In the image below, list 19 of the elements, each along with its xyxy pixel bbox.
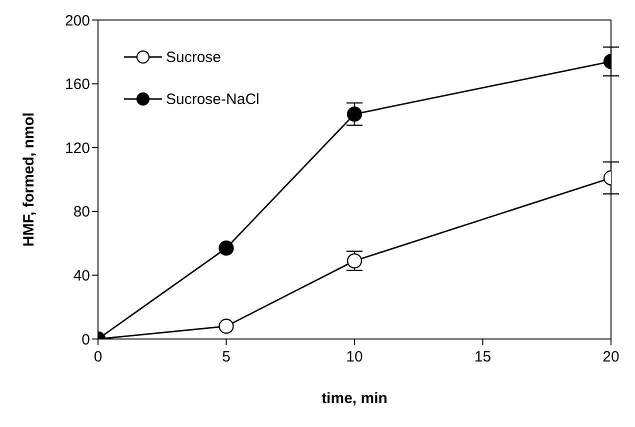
x-tick-label: 0 xyxy=(94,348,102,366)
y-tick-label: 40 xyxy=(73,268,90,285)
point xyxy=(218,318,234,334)
point xyxy=(346,106,362,122)
legend-label: Sucrose-NaCl xyxy=(166,90,260,108)
x-tick-label: 20 xyxy=(602,348,620,366)
x-tick-label: 15 xyxy=(474,348,492,366)
point xyxy=(346,253,362,268)
y-tick-label: 200 xyxy=(64,12,90,30)
y-tick-label: 120 xyxy=(64,140,90,157)
y-tick-label: 160 xyxy=(64,76,90,94)
point xyxy=(218,240,234,256)
x-axis-title: time, min xyxy=(322,390,388,407)
y-tick-label: 80 xyxy=(73,204,90,221)
y-axis-title: HMF, formed, nmol xyxy=(20,112,38,247)
legend-label: Sucrose xyxy=(166,48,222,66)
x-tick-label: 5 xyxy=(222,348,230,366)
y-tick-label: 0 xyxy=(82,331,90,348)
x-tick-label: 10 xyxy=(346,348,363,366)
